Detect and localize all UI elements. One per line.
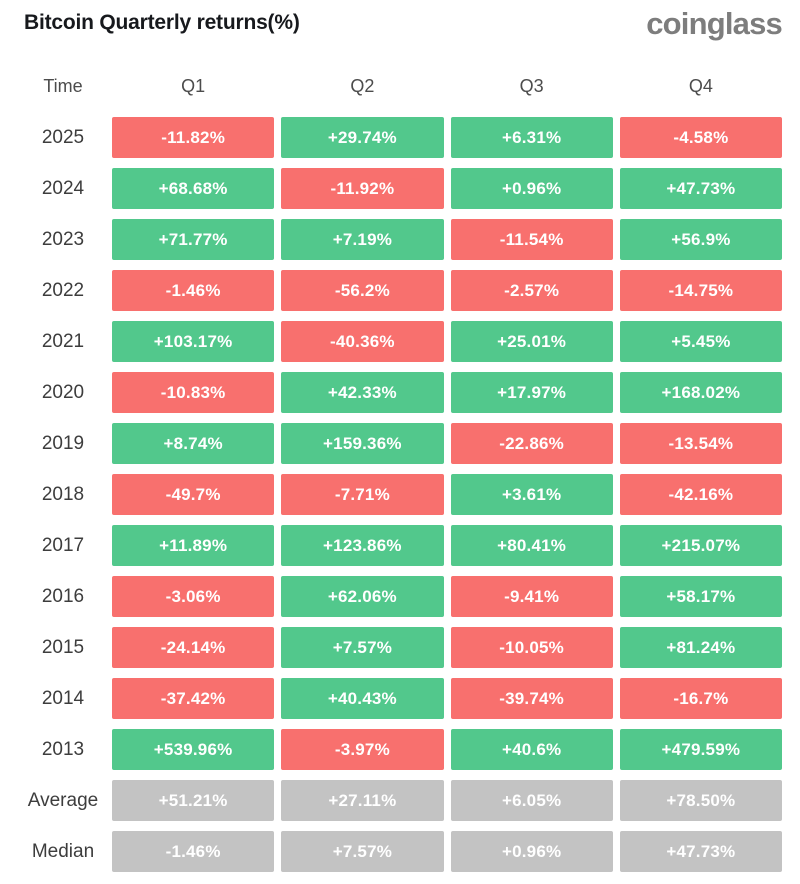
cell-2014-q4: -16.7%	[619, 678, 782, 719]
cell-2023-q4: +56.9%	[619, 219, 782, 260]
cell-2025-q1: -11.82%	[112, 117, 275, 158]
row-label-2020: 2020	[41, 381, 85, 403]
row-label-median: Median	[31, 840, 95, 862]
cell-2016-q4: +58.17%	[619, 576, 782, 617]
cell-2022-q1: -1.46%	[112, 270, 275, 311]
cell-average-q2: +27.11%	[281, 780, 444, 821]
cell-average-q1: +51.21%	[112, 780, 275, 821]
cell-2015-q2: +7.57%	[281, 627, 444, 668]
cell-2014-q1: -37.42%	[112, 678, 275, 719]
cell-2014-q3: -39.74%	[450, 678, 613, 719]
cell-2020-q3: +17.97%	[450, 372, 613, 413]
cell-2024-q2: -11.92%	[281, 168, 444, 209]
cell-2014-q2: +40.43%	[281, 678, 444, 719]
coinglass-logo: coinglass	[646, 6, 783, 41]
cell-2025-q4: -4.58%	[619, 117, 782, 158]
cell-2022-q4: -14.75%	[619, 270, 782, 311]
cell-2017-q4: +215.07%	[619, 525, 782, 566]
cell-average-q4: +78.50%	[619, 780, 782, 821]
row-label-2019: 2019	[41, 432, 85, 454]
cell-2018-q4: -42.16%	[619, 474, 782, 515]
cell-2016-q3: -9.41%	[450, 576, 613, 617]
cell-median-q3: +0.96%	[450, 831, 613, 872]
column-header-q2: Q2	[350, 76, 375, 96]
page-header: Bitcoin Quarterly returns(%) coinglass	[0, 0, 800, 46]
cell-2020-q1: -10.83%	[112, 372, 275, 413]
cell-2021-q4: +5.45%	[619, 321, 782, 362]
cell-2015-q3: -10.05%	[450, 627, 613, 668]
cell-2023-q2: +7.19%	[281, 219, 444, 260]
cell-2015-q1: -24.14%	[112, 627, 275, 668]
cell-2017-q3: +80.41%	[450, 525, 613, 566]
cell-2021-q2: -40.36%	[281, 321, 444, 362]
cell-2025-q2: +29.74%	[281, 117, 444, 158]
cell-2023-q3: -11.54%	[450, 219, 613, 260]
column-header-q1: Q1	[181, 76, 206, 96]
cell-2021-q1: +103.17%	[112, 321, 275, 362]
cell-2019-q2: +159.36%	[281, 423, 444, 464]
cell-2016-q1: -3.06%	[112, 576, 275, 617]
cell-2021-q3: +25.01%	[450, 321, 613, 362]
cell-average-q3: +6.05%	[450, 780, 613, 821]
returns-grid: Time Q1 Q2 Q3 Q4 2025 -11.82% +29.74% +6.31% -4.5…	[0, 46, 800, 884]
cell-2022-q2: -56.2%	[281, 270, 444, 311]
cell-2019-q4: -13.54%	[619, 423, 782, 464]
row-label-2017: 2017	[41, 534, 85, 556]
cell-2025-q3: +6.31%	[450, 117, 613, 158]
row-label-2024: 2024	[41, 177, 85, 199]
cell-median-q1: -1.46%	[112, 831, 275, 872]
row-label-2016: 2016	[41, 585, 85, 607]
row-label-2025: 2025	[41, 126, 85, 148]
row-label-2014: 2014	[41, 687, 85, 709]
row-label-2021: 2021	[41, 330, 85, 352]
cell-2019-q1: +8.74%	[112, 423, 275, 464]
cell-2017-q1: +11.89%	[112, 525, 275, 566]
cell-median-q2: +7.57%	[281, 831, 444, 872]
cell-2015-q4: +81.24%	[619, 627, 782, 668]
cell-2019-q3: -22.86%	[450, 423, 613, 464]
cell-2022-q3: -2.57%	[450, 270, 613, 311]
column-header-q3: Q3	[519, 76, 544, 96]
cell-2018-q2: -7.71%	[281, 474, 444, 515]
cell-2024-q3: +0.96%	[450, 168, 613, 209]
cell-2017-q2: +123.86%	[281, 525, 444, 566]
cell-2024-q1: +68.68%	[112, 168, 275, 209]
column-header-q4: Q4	[688, 76, 713, 96]
cell-2018-q1: -49.7%	[112, 474, 275, 515]
cell-2018-q3: +3.61%	[450, 474, 613, 515]
row-label-2022: 2022	[41, 279, 85, 301]
row-label-average: Average	[27, 789, 99, 811]
row-label-2023: 2023	[41, 228, 85, 250]
cell-2020-q4: +168.02%	[619, 372, 782, 413]
cell-2020-q2: +42.33%	[281, 372, 444, 413]
cell-2013-q2: -3.97%	[281, 729, 444, 770]
cell-2013-q3: +40.6%	[450, 729, 613, 770]
row-label-2013: 2013	[41, 738, 85, 760]
cell-2016-q2: +62.06%	[281, 576, 444, 617]
cell-2013-q1: +539.96%	[112, 729, 275, 770]
column-header-time: Time	[43, 76, 83, 96]
page-title: Bitcoin Quarterly returns(%)	[24, 11, 300, 34]
cell-2013-q4: +479.59%	[619, 729, 782, 770]
cell-median-q4: +47.73%	[619, 831, 782, 872]
cell-2023-q1: +71.77%	[112, 219, 275, 260]
cell-2024-q4: +47.73%	[619, 168, 782, 209]
row-label-2018: 2018	[41, 483, 85, 505]
row-label-2015: 2015	[41, 636, 85, 658]
